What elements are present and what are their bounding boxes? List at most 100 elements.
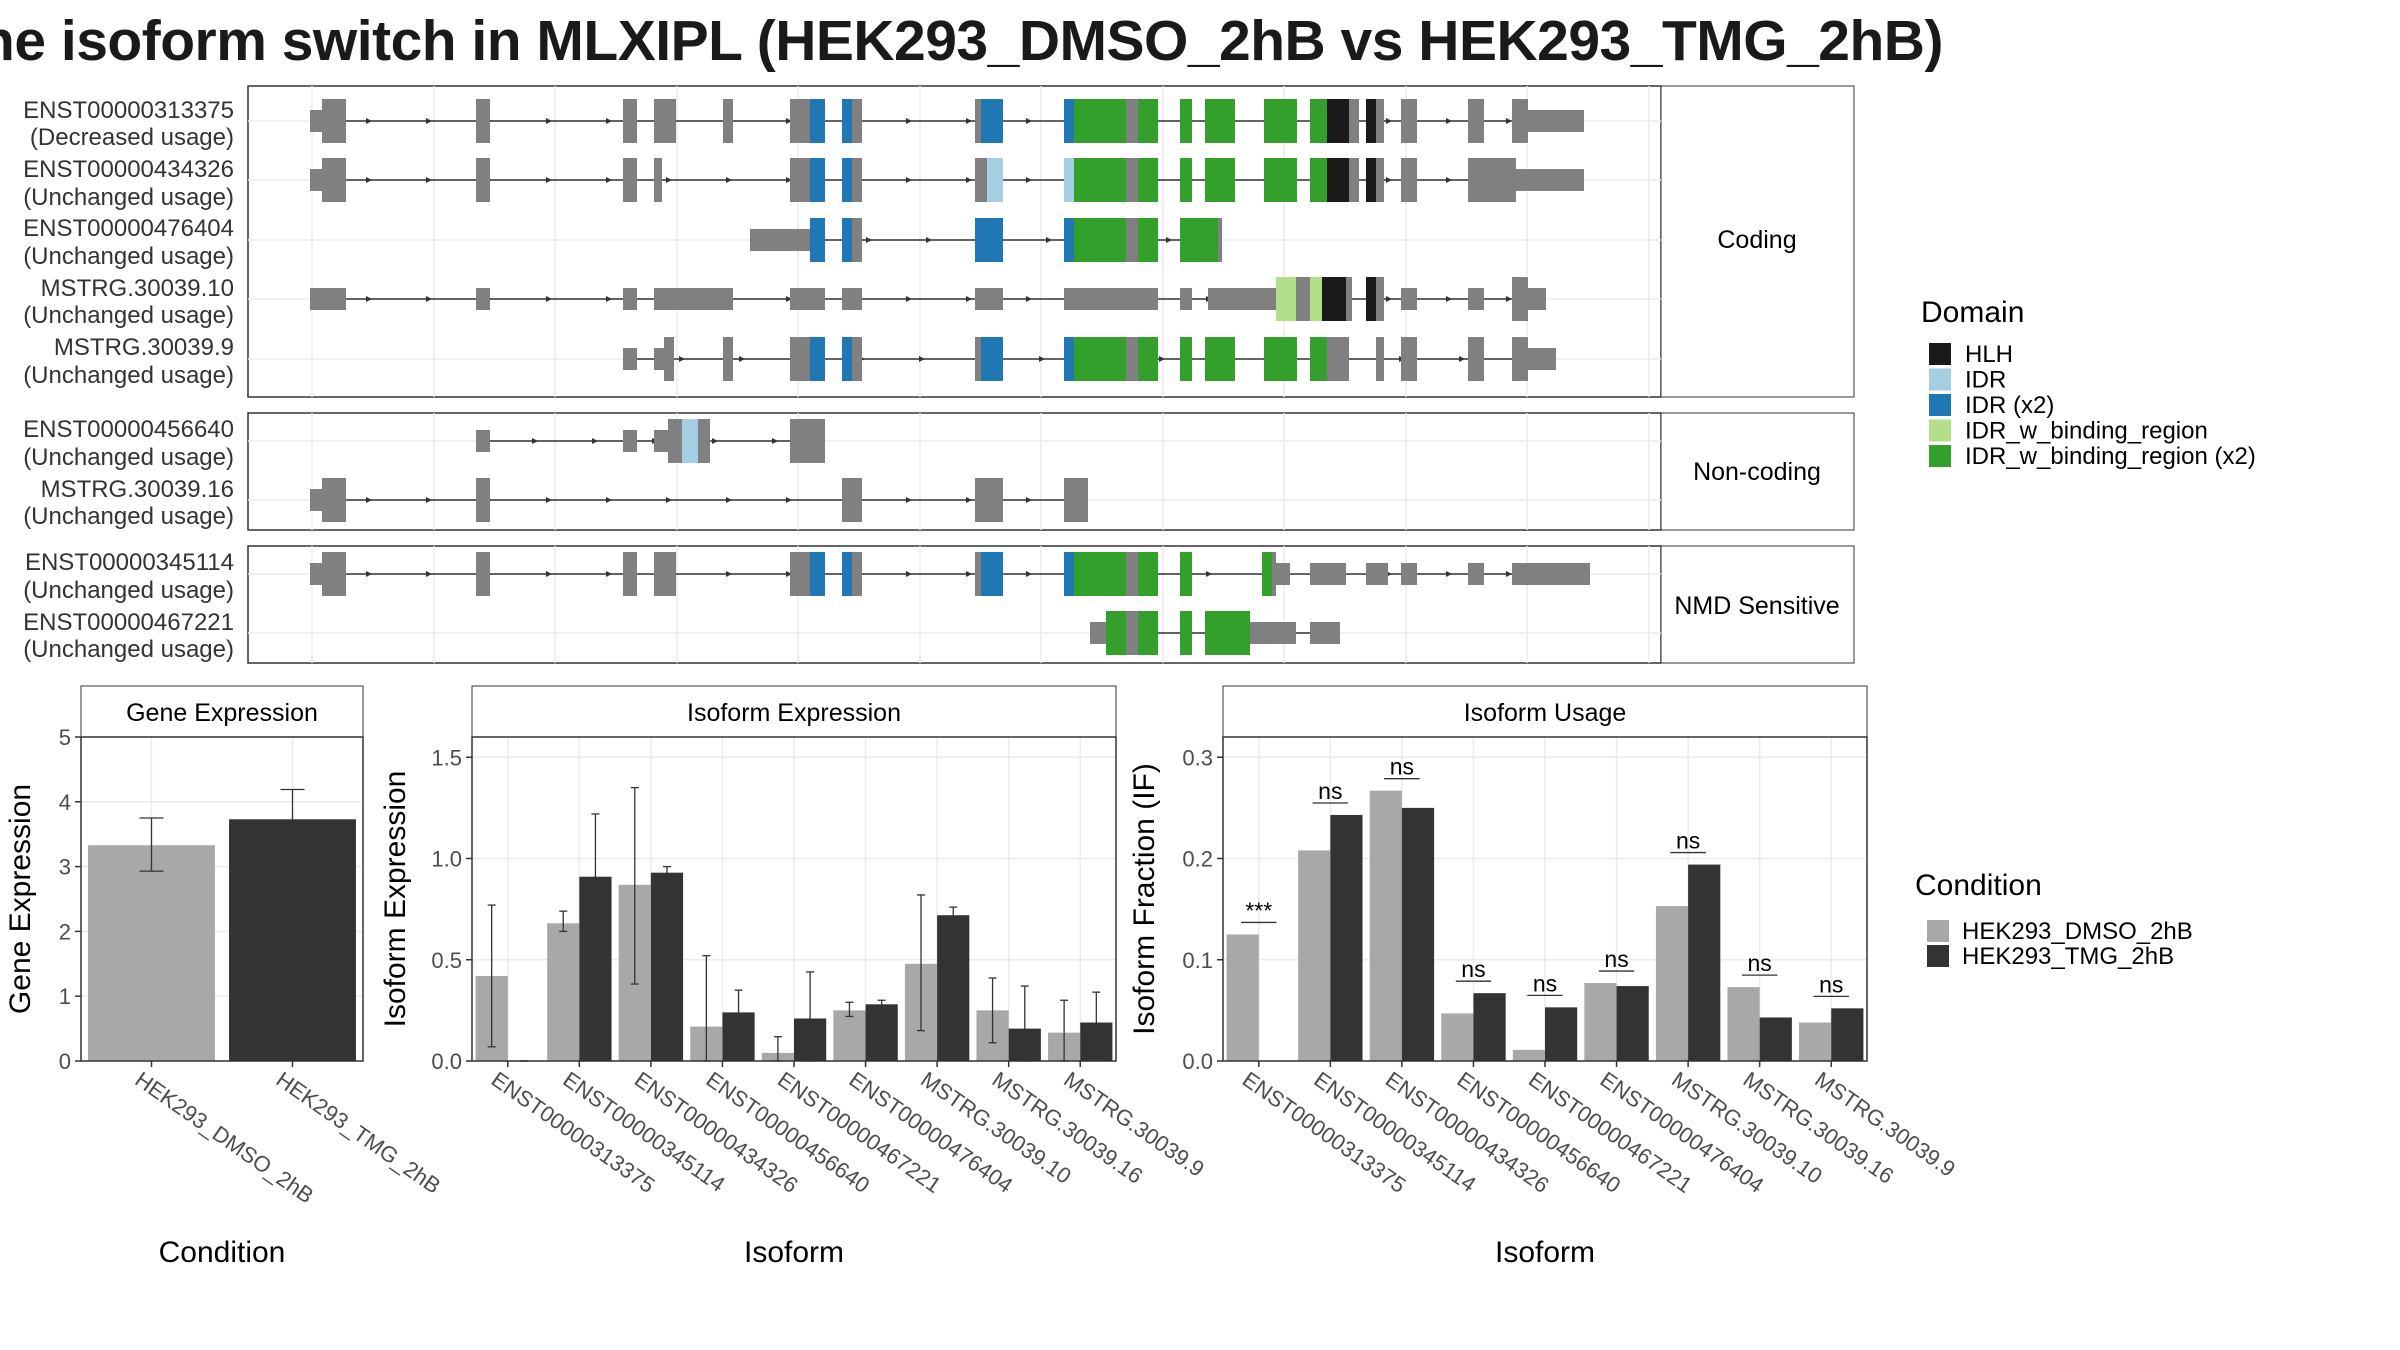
direction-arrow (546, 571, 552, 577)
transcript-id: MSTRG.30039.10 (41, 275, 234, 302)
exon-structures (310, 99, 1590, 655)
direction-arrow (906, 497, 912, 503)
direction-arrow (1206, 571, 1212, 577)
transcript-usage: (Unchanged usage) (23, 243, 234, 270)
significance-label: ns (1819, 971, 1843, 997)
direction-arrow (926, 237, 932, 243)
bar (1369, 790, 1402, 1061)
direction-arrow (726, 177, 732, 183)
legend-label: IDR_w_binding_region (1965, 418, 2208, 445)
direction-arrow (1506, 296, 1512, 302)
direction-arrow (426, 571, 432, 577)
transcript-id: ENST00000456640 (23, 416, 234, 443)
transcript-ENST00000434326 (310, 158, 1584, 202)
direction-arrow (786, 296, 792, 302)
transcript-ENST00000467221 (1090, 611, 1340, 655)
transcript-ENST00000313375 (310, 99, 1584, 143)
transcript-usage: (Unchanged usage) (23, 362, 234, 389)
significance-label: ns (1390, 754, 1414, 780)
bar (1473, 993, 1506, 1061)
direction-arrow (606, 296, 612, 302)
direction-arrow (906, 118, 912, 124)
plot-border (471, 736, 1117, 1062)
direction-arrow (966, 296, 972, 302)
transcript-ENST00000456640 (476, 419, 825, 463)
direction-arrow (546, 497, 552, 503)
direction-arrow (786, 571, 792, 577)
condition-legend-title: Condition (1915, 869, 2042, 902)
direction-arrow (426, 177, 432, 183)
transcript-id: MSTRG.30039.16 (41, 476, 234, 503)
legend-label: IDR_w_binding_region (x2) (1965, 443, 2256, 470)
direction-arrow (606, 497, 612, 503)
legend-key (1929, 368, 1951, 391)
direction-arrow (366, 571, 372, 577)
facet-label-coding: Coding (1717, 226, 1796, 254)
bar (1512, 1049, 1545, 1061)
direction-arrow (666, 177, 672, 183)
direction-arrow (532, 438, 538, 444)
direction-arrow (966, 118, 972, 124)
transcript-MSTRG.30039.9 (623, 337, 1556, 381)
bar (1545, 1007, 1578, 1061)
direction-arrow (866, 237, 872, 243)
legend-key (1927, 920, 1949, 942)
direction-arrow (1046, 237, 1052, 243)
bar (1655, 906, 1689, 1061)
bar (1727, 987, 1760, 1061)
facet-strip (1222, 685, 1868, 738)
bar (547, 923, 580, 1061)
direction-arrow (739, 356, 745, 362)
y-tick-label: 3 (59, 855, 71, 880)
bar (1226, 934, 1259, 1061)
direction-arrow (726, 571, 732, 577)
direction-arrow (906, 177, 912, 183)
transcript-id: ENST00000476404 (23, 215, 234, 242)
y-tick-label: 0.0 (1182, 1049, 1213, 1074)
x-axis-title: Condition (159, 1236, 286, 1269)
y-axis-title: Isoform Expression (379, 771, 412, 1028)
direction-arrow (1386, 177, 1392, 183)
y-tick-label: 2 (59, 919, 71, 944)
bar (833, 1010, 866, 1061)
bar (937, 915, 970, 1061)
legend-key (1929, 343, 1951, 365)
direction-arrow (712, 438, 718, 444)
transcript-usage: (Unchanged usage) (23, 444, 234, 471)
y-tick-label: 0.5 (431, 948, 462, 973)
direction-arrow (919, 356, 925, 362)
direction-arrow (1459, 356, 1465, 362)
y-axis-title: Isoform Fraction (IF) (1128, 763, 1161, 1035)
bar (1831, 1008, 1864, 1061)
direction-arrow (546, 296, 552, 302)
transcript-id: ENST00000434326 (23, 156, 234, 183)
direction-arrow (606, 118, 612, 124)
bar (1441, 1013, 1474, 1061)
legend-key (1929, 419, 1951, 442)
direction-arrow (1026, 497, 1032, 503)
x-axis-title: Isoform (1495, 1236, 1595, 1269)
legend-label: HEK293_DMSO_2hB (1962, 918, 2193, 945)
y-tick-label: 0.0 (431, 1049, 462, 1074)
direction-arrow (679, 356, 685, 362)
transcript-MSTRG.30039.16 (310, 478, 1088, 522)
transcript-usage: (Unchanged usage) (23, 503, 234, 530)
direction-arrow (786, 118, 792, 124)
direction-arrow (1026, 118, 1032, 124)
y-tick-label: 4 (59, 790, 71, 815)
direction-arrow (366, 497, 372, 503)
direction-arrow (606, 571, 612, 577)
direction-arrow (1026, 177, 1032, 183)
transcript-ENST00000476404 (750, 218, 1222, 262)
direction-arrow (786, 497, 792, 503)
transcript-id: MSTRG.30039.9 (54, 334, 234, 361)
direction-arrow (366, 177, 372, 183)
transcript-id: ENST00000313375 (23, 97, 234, 124)
bar (1401, 807, 1435, 1061)
x-axis-title: Isoform (744, 1236, 844, 1269)
y-tick-label: 1 (59, 984, 71, 1009)
y-tick-label: 5 (59, 725, 71, 750)
legend-key (1927, 945, 1949, 967)
significance-label: ns (1676, 828, 1700, 854)
facet-label-nmd: NMD Sensitive (1674, 592, 1839, 620)
